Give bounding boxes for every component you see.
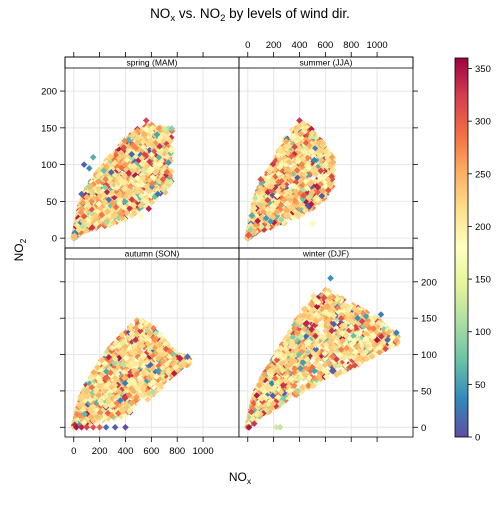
panel-0: spring (MAM) bbox=[65, 57, 239, 248]
panel-1: summer (JJA) bbox=[239, 57, 413, 248]
panel-strip-label: spring (MAM) bbox=[126, 58, 177, 68]
chart-title: NOx vs. NO2 by levels of wind dir. bbox=[150, 6, 350, 24]
y-axis-label: NO2 bbox=[12, 238, 28, 261]
panel-strip-label: summer (JJA) bbox=[300, 58, 353, 68]
x-axis-label: NOx bbox=[229, 470, 252, 486]
panel-2: autumn (SON) bbox=[65, 248, 239, 437]
panels-layer: spring (MAM)summer (JJA)autumn (SON)wint… bbox=[65, 57, 413, 437]
